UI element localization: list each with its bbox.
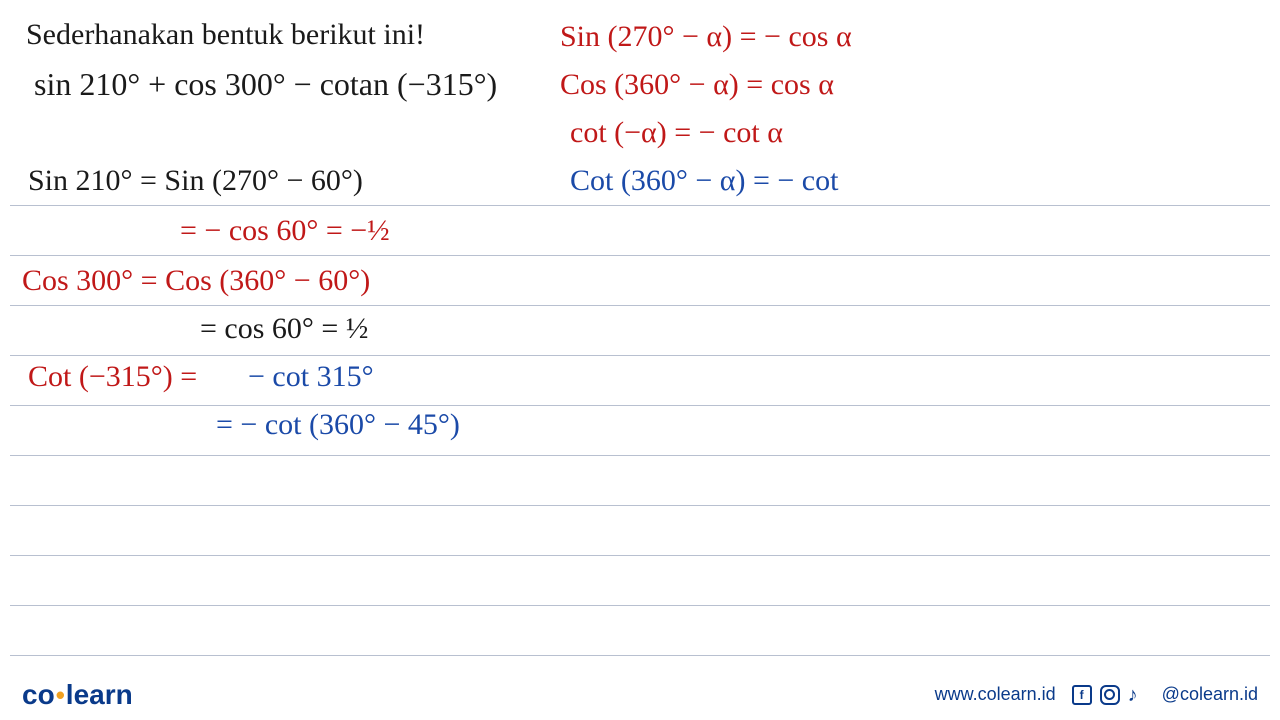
logo-dot: • [55,680,66,710]
footer-right: www.colearn.id f ♪ @colearn.id [935,684,1258,705]
logo-learn: learn [66,679,133,710]
handwritten-line: Cos 300° = Cos (360° − 60°) [22,264,370,298]
handwritten-line: = − cot (360° − 45°) [216,408,460,442]
handwritten-line: cot (−α) = − cot α [570,116,783,150]
handwritten-line: = − cos 60° = −½ [180,214,390,248]
handwritten-line: Cos (360° − α) = cos α [560,68,834,102]
footer-handle: @colearn.id [1162,684,1258,705]
handwritten-line: = cos 60° = ½ [200,312,368,346]
tiktok-icon: ♪ [1128,685,1146,705]
handwritten-line: Cot (−315°) = [28,360,197,394]
handwritten-line: Cot (360° − α) = − cot [570,164,838,198]
colearn-logo: co•learn [22,679,133,711]
footer-url: www.colearn.id [935,684,1056,705]
footer: co•learn www.colearn.id f ♪ @colearn.id [0,676,1280,720]
handwritten-line: Sin (270° − α) = − cos α [560,20,852,54]
social-icons: f ♪ [1072,685,1146,705]
instagram-icon [1100,685,1120,705]
facebook-icon: f [1072,685,1092,705]
logo-co: co [22,679,55,710]
handwritten-line: Sin 210° = Sin (270° − 60°) [28,164,363,198]
handwritten-line: − cot 315° [248,360,374,394]
